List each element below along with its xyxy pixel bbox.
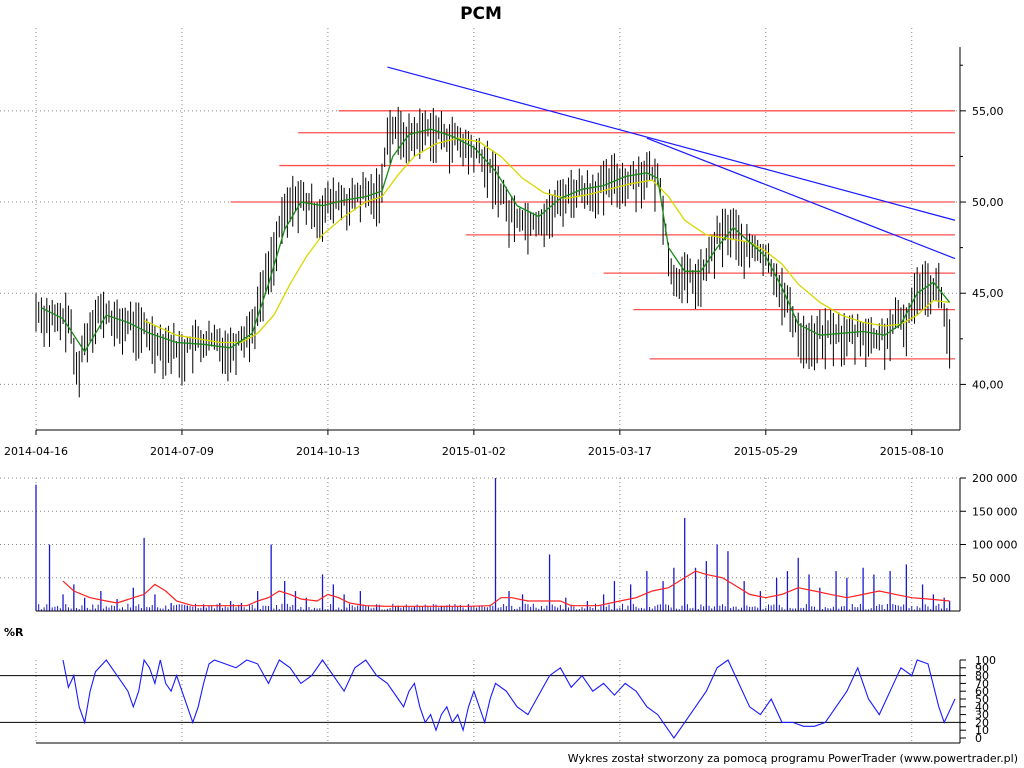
chart-title: PCM: [460, 4, 502, 24]
williams-r-tick-label: 70: [975, 677, 989, 690]
support-resistance-levels: [230, 110, 955, 360]
volume-grid: [0, 477, 960, 611]
williams-r-levels: [0, 675, 960, 723]
williams-r-tick-label: 80: [975, 670, 989, 683]
sma-long-line: [143, 137, 950, 344]
volume-average-line: [62, 570, 950, 607]
price-tick-label: 45,00: [972, 287, 1004, 300]
williams-r-tick-label: 20: [975, 716, 989, 729]
williams-r-tick-label: 0: [975, 732, 982, 745]
williams-r-tick-label: 10: [975, 724, 989, 737]
price-bars: [35, 106, 951, 398]
volume-tick-label: 200 000: [972, 472, 1018, 485]
williams-r-tick-label: 100: [975, 654, 996, 667]
price-tick-label: 50,00: [972, 196, 1004, 209]
price-tick-label: 40,00: [972, 378, 1004, 391]
date-tick-label: 2014-04-16: [4, 445, 68, 458]
volume-tick-label: 150 000: [972, 505, 1018, 518]
sma-short-line: [41, 128, 951, 353]
trendline: [387, 66, 956, 221]
price-tick-label: 55,00: [972, 105, 1004, 118]
williams-r-label: %R: [4, 626, 24, 639]
trendlines: [387, 66, 956, 260]
date-tick-label: 2015-03-17: [588, 445, 652, 458]
price-panel: 40,00 45,00 50,00 55,00 2014-04-16 2014-07-0…: [0, 28, 1004, 458]
date-tick-label: 2014-07-09: [150, 445, 214, 458]
price-y-ticks: 40,00 45,00 50,00 55,00: [960, 64, 1004, 391]
volume-tick-label: 100 000: [972, 539, 1018, 552]
trendline: [646, 137, 956, 260]
williams-r-tick-label: 40: [975, 701, 989, 714]
williams-r-tick-label: 50: [975, 693, 989, 706]
volume-tick-label: 50 000: [972, 572, 1011, 585]
volume-bars: [35, 478, 951, 611]
price-grid: [0, 28, 960, 430]
date-tick-label: 2015-05-29: [734, 445, 798, 458]
volume-y-ticks: 50 000 100 000 150 000 200 000: [960, 472, 1018, 585]
credit-text: Wykres został stworzony za pomocą progra…: [568, 752, 1018, 765]
williams-r-tick-label: 90: [975, 662, 989, 675]
date-tick-label: 2014-10-13: [296, 445, 360, 458]
date-tick-label: 2015-08-10: [880, 445, 944, 458]
date-x-ticks: 2014-04-16 2014-07-09 2014-10-13 2015-01-02…: [4, 430, 944, 458]
williams-r-tick-label: 30: [975, 709, 989, 722]
date-tick-label: 2015-01-02: [442, 445, 506, 458]
volume-panel: 50 000 100 000 150 000 200 000: [0, 472, 1018, 612]
williams-r-tick-label: 60: [975, 685, 989, 698]
williams-r-grid: [35, 660, 913, 743]
williams-r-line: [62, 658, 956, 739]
